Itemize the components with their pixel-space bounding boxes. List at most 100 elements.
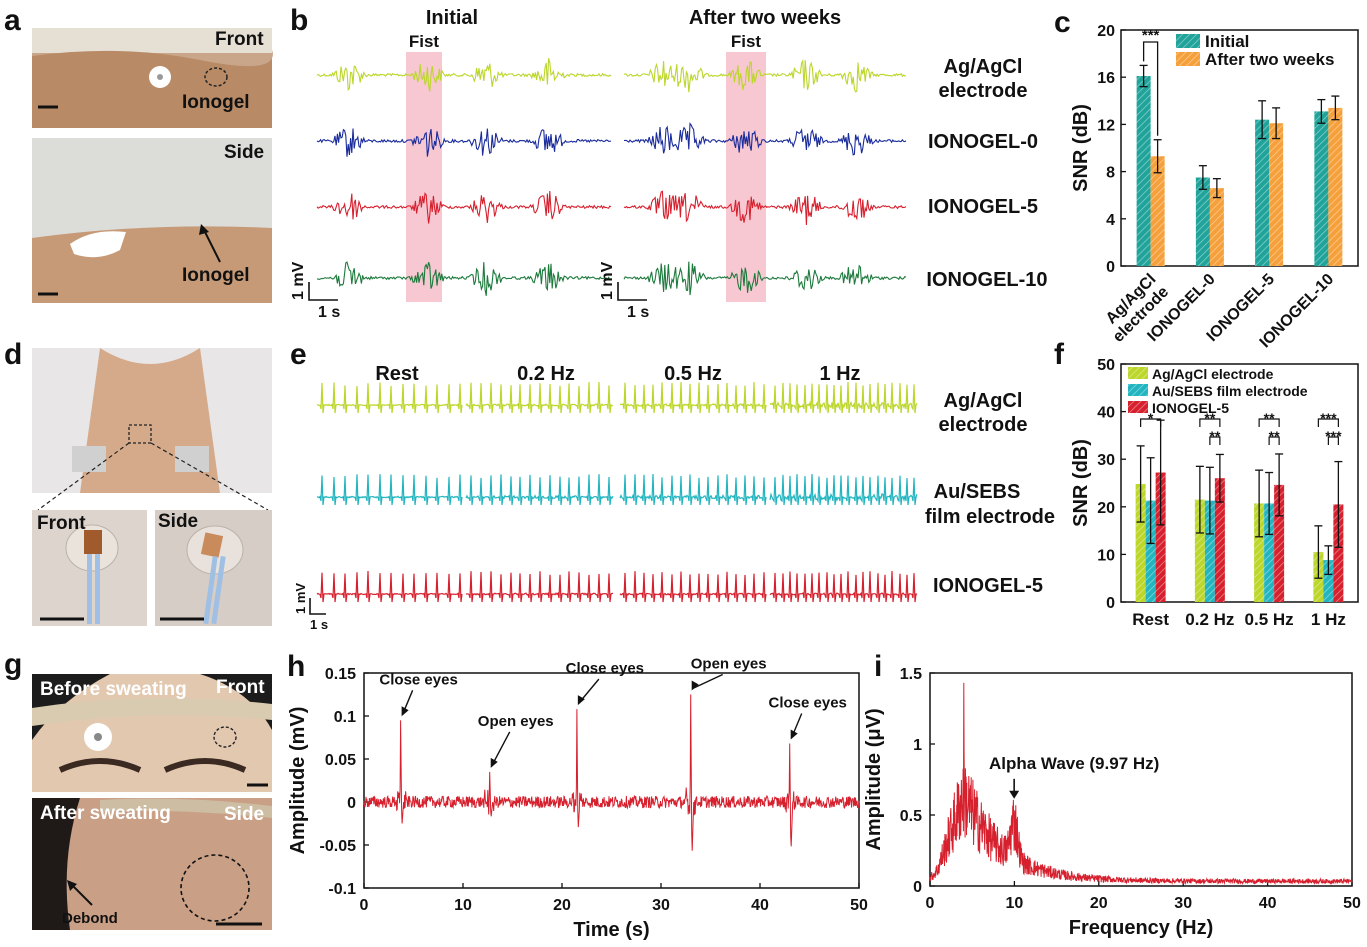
significance-bracket	[1209, 436, 1221, 445]
legend-label: Ag/AgCl electrode	[1152, 366, 1274, 382]
x-tick-label: Rest	[1132, 610, 1169, 629]
g-before-label: Before sweating	[40, 679, 187, 700]
e-title-05hz: 0.5 Hz	[664, 363, 722, 385]
panel-h: h 0 10 20 30 40 50 -0.1 -0.05 0 0.05 0.1 0.15 Time (…	[287, 650, 868, 941]
e-row-label-ionogel5: IONOGEL-5	[933, 575, 1043, 597]
panel-a: a Front Ionogel Side Ionogel	[4, 4, 273, 303]
x-tick-label: 10	[1006, 895, 1024, 912]
photo-chest	[32, 348, 272, 511]
eog-trace	[363, 694, 860, 851]
event-label: Close eyes	[379, 671, 457, 688]
ecg-trace	[316, 382, 463, 414]
g-side-label: Side	[224, 804, 264, 825]
event-label: Close eyes	[769, 695, 847, 712]
e-scale-t: 1 s	[310, 617, 328, 632]
significance-bracket	[1140, 418, 1162, 427]
x-tick-label: 50	[850, 897, 868, 914]
x-tick-label: 20	[1090, 895, 1108, 912]
panel-f-letter: f	[1054, 338, 1065, 371]
e-title-02hz: 0.2 Hz	[517, 363, 575, 385]
b-scale-t-after: 1 s	[627, 304, 649, 321]
y-tick-label: 1.5	[900, 666, 922, 683]
legend-swatch-hatch	[1128, 367, 1148, 379]
bar-hatch	[1264, 503, 1275, 602]
significance-bracket	[1199, 418, 1221, 427]
annotation-arrowhead	[691, 680, 699, 691]
y-tick-label: 4	[1106, 212, 1115, 229]
alpha-wave-label: Alpha Wave (9.97 Hz)	[989, 754, 1159, 773]
x-tick-label: 0.5 Hz	[1245, 610, 1294, 629]
ecg-trace	[619, 382, 767, 414]
significance-bracket	[1317, 418, 1339, 427]
b-scale-v-after: 1 mV	[599, 261, 616, 300]
significance-label: **	[1269, 428, 1280, 444]
bar-hatch	[1194, 499, 1205, 602]
b-scale-v: 1 mV	[290, 261, 307, 300]
plot-frame	[1120, 29, 1359, 267]
y-tick-label: -0.05	[320, 838, 357, 855]
x-tick-label: 10	[454, 897, 472, 914]
legend-swatch-hatch	[1176, 34, 1200, 48]
legend-swatch-hatch	[1128, 401, 1148, 413]
panel-b-letter: b	[290, 4, 308, 37]
panel-d: d Front Side	[4, 338, 272, 626]
x-axis-label: Time (s)	[573, 919, 649, 941]
y-tick-label: 20	[1097, 500, 1115, 517]
photo-arm-side: Side Ionogel	[32, 138, 272, 303]
e-row-label-ausebs: Au/SEBS	[934, 481, 1021, 503]
significance-bracket	[1327, 436, 1339, 445]
b-fist-highlight-after	[726, 52, 766, 302]
annotation-arrowhead	[490, 757, 498, 768]
g-after-label: After sweating	[40, 803, 171, 824]
b-scalebar-after: 1 mV 1 s	[599, 261, 649, 321]
ecg-trace	[769, 382, 918, 414]
photo-arm-front: Front Ionogel	[32, 28, 273, 128]
bar-hatch	[1254, 503, 1265, 602]
bar-hatch	[1323, 560, 1334, 602]
legend-label: Au/SEBS film electrode	[1152, 383, 1308, 399]
significance-label: *	[1148, 410, 1154, 426]
g-debond-label: Debond	[62, 910, 118, 927]
y-axis-label: Amplitude (mV)	[287, 707, 309, 855]
event-label: Close eyes	[566, 660, 644, 677]
panel-c-letter: c	[1054, 6, 1071, 39]
significance-label: ***	[1320, 410, 1337, 426]
a-ionogel-label-bottom: Ionogel	[182, 265, 250, 286]
plot-frame	[929, 672, 1353, 887]
significance-label: **	[1209, 428, 1220, 444]
legend-label: Initial	[1205, 32, 1249, 51]
bar-hatch	[1145, 500, 1156, 602]
d-front-label: Front	[37, 513, 86, 534]
y-tick-label: 1	[913, 737, 922, 754]
b-fist-label-after: Fist	[731, 32, 762, 51]
emg-trace	[316, 58, 612, 92]
panel-b: b Initial After two weeks Fist Fist Ag/A…	[290, 4, 1048, 321]
chart-h: 0 10 20 30 40 50 -0.1 -0.05 0 0.05 0.1 0.15 Time (s)…	[287, 656, 868, 942]
e-scale-v: 1 mV	[293, 583, 308, 614]
emg-trace	[316, 190, 612, 224]
emg-trace	[623, 59, 907, 93]
photo-forehead-before: Before sweating Front	[32, 674, 272, 792]
annotation-arrowhead	[401, 706, 409, 717]
photo-electrode-front: Front	[32, 510, 147, 626]
panel-i: i 0 10 20 30 40 50 0 0.5 1 1.5 Frequency (Hz) Ampli…	[863, 650, 1361, 939]
y-tick-label: 30	[1097, 452, 1115, 469]
bar-hatch	[1274, 484, 1285, 602]
a-ionogel-label-top: Ionogel	[182, 92, 250, 113]
x-tick-label: 30	[1174, 895, 1192, 912]
ecg-trace	[769, 571, 918, 603]
emg-trace	[623, 190, 907, 226]
y-axis-label: SNR (dB)	[1070, 439, 1092, 527]
panel-d-letter: d	[4, 338, 22, 371]
annotation-arrowhead	[1009, 790, 1020, 799]
b-fist-highlight-initial	[406, 52, 442, 302]
bar-hatch	[1269, 123, 1284, 266]
significance-label: **	[1204, 410, 1215, 426]
a-front-label: Front	[215, 29, 264, 50]
y-tick-label: 0.05	[325, 752, 356, 769]
panel-h-letter: h	[287, 650, 305, 683]
bar-hatch	[1209, 188, 1224, 266]
b-row-label-ionogel10: IONOGEL-10	[926, 269, 1047, 291]
y-tick-label: 0	[1106, 259, 1115, 276]
